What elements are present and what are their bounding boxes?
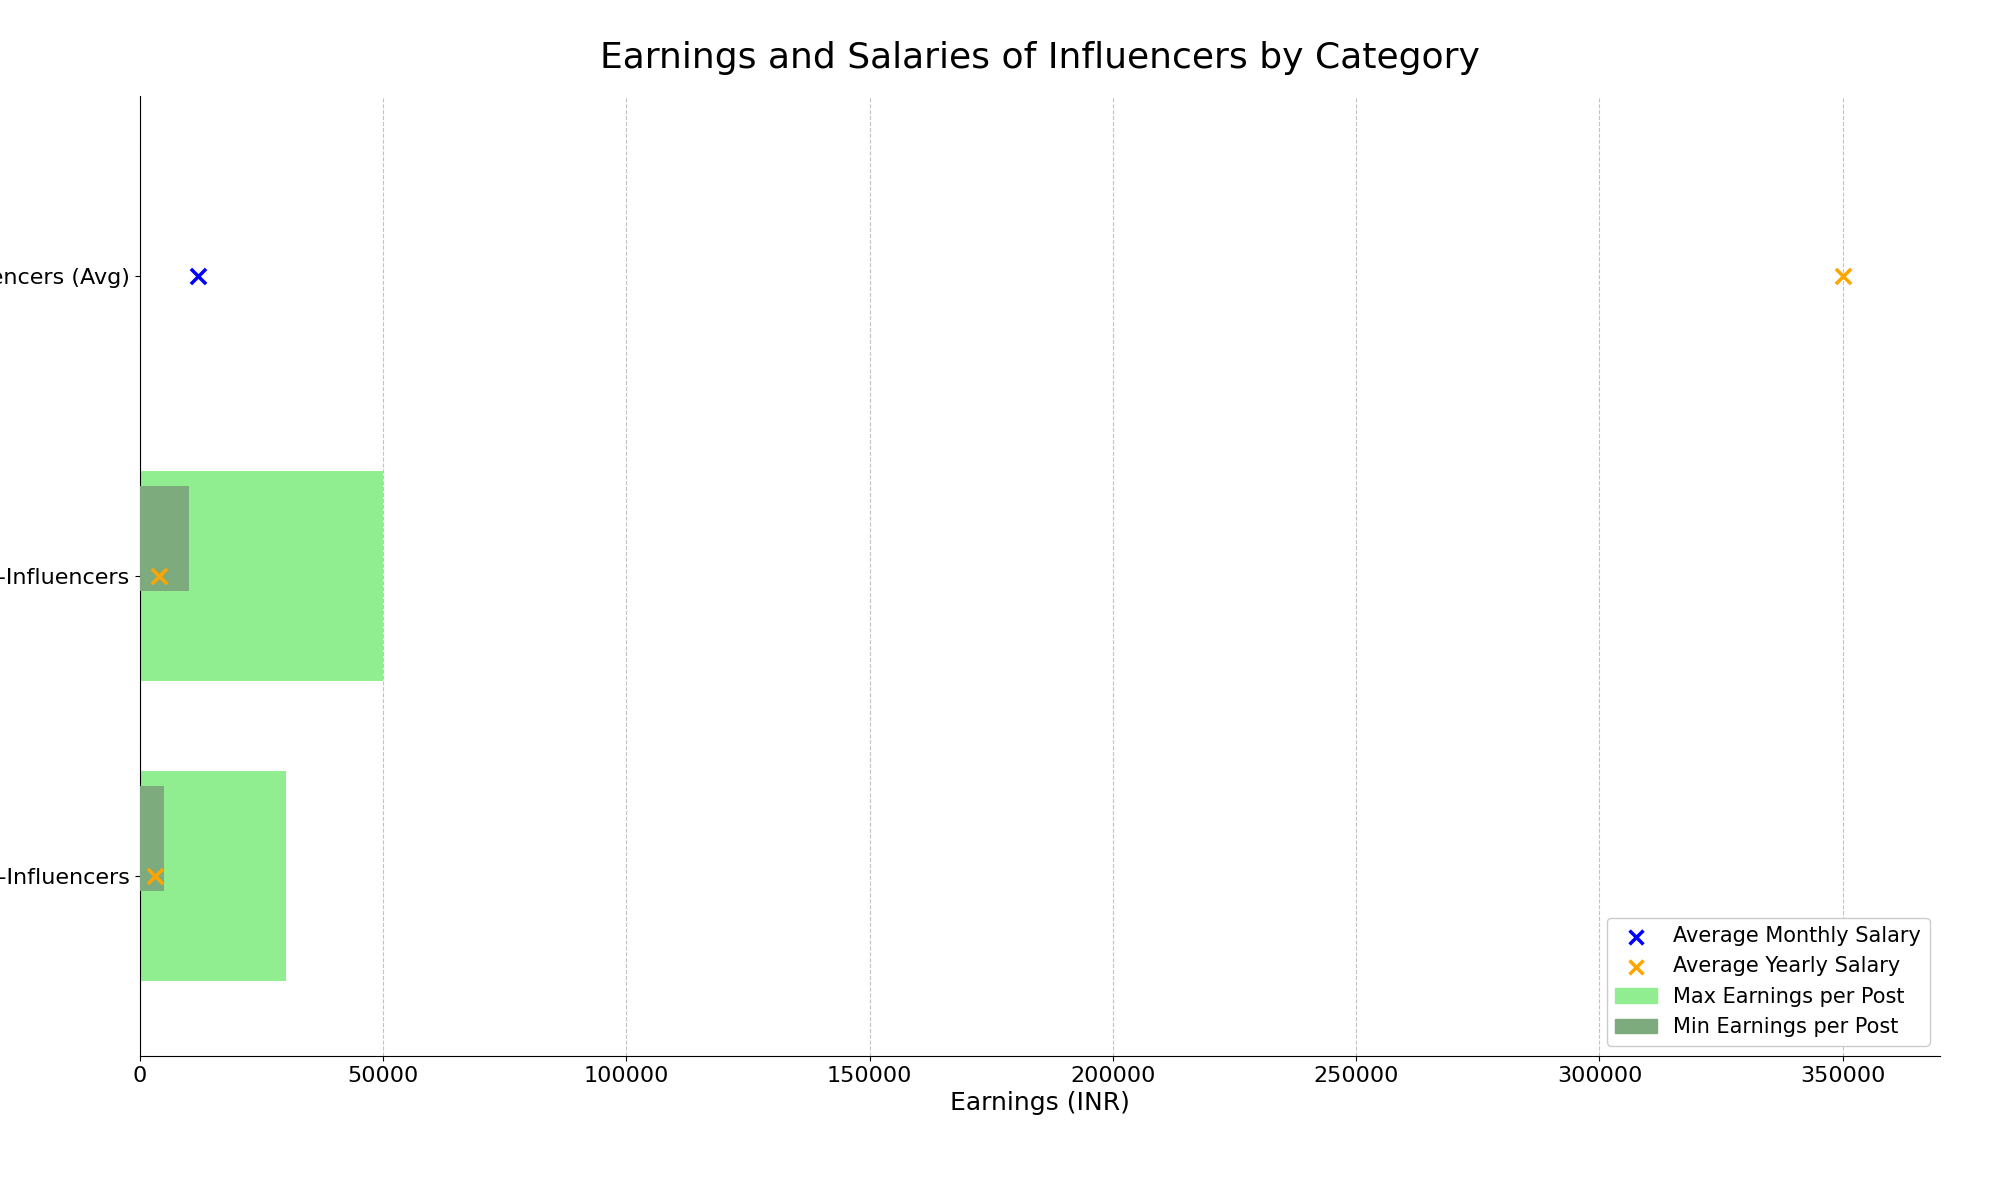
- Bar: [140, 470, 384, 680]
- Point: [1826, 266, 1858, 286]
- Legend: Average Monthly Salary, Average Yearly Salary, Max Earnings per Post, Min Earnin: Average Monthly Salary, Average Yearly S…: [1606, 918, 1930, 1045]
- Bar: [140, 770, 286, 982]
- Point: [182, 266, 214, 286]
- Bar: [140, 486, 188, 590]
- X-axis label: Earnings (INR): Earnings (INR): [950, 1091, 1130, 1115]
- Point: [138, 866, 170, 886]
- Bar: [140, 786, 164, 890]
- Title: Earnings and Salaries of Influencers by Category: Earnings and Salaries of Influencers by …: [600, 41, 1480, 76]
- Point: [144, 566, 176, 586]
